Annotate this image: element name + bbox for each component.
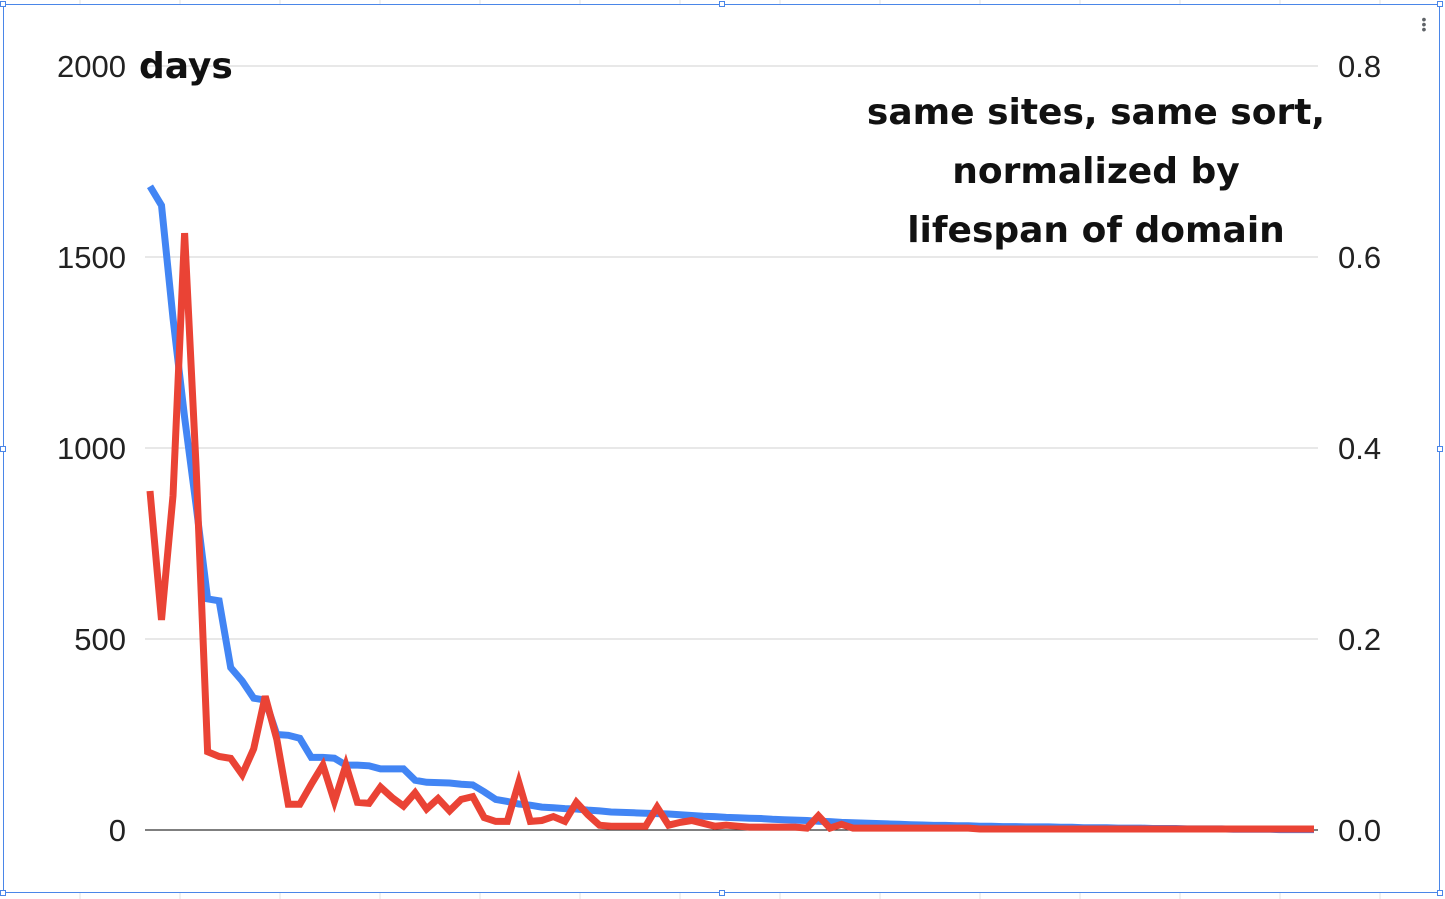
chart-menu-icon[interactable]: • • • [1421,11,1427,37]
left-tick-label: 1000 [57,431,126,466]
gridlines [145,65,1318,640]
right-tick-label: 0.6 [1338,240,1381,275]
resize-handle-bottom-right[interactable] [1437,890,1443,896]
series-layer [146,184,1314,834]
resize-handle-left[interactable] [0,446,6,452]
annotation-line-1: same sites, same sort, [867,92,1325,133]
right-tick-label: 0.4 [1338,431,1381,466]
right-axis-ticks: 0.0 0.2 0.4 0.6 0.8 [1338,49,1381,848]
right-tick-label: 0.0 [1338,813,1381,848]
left-axis-label: days [139,46,233,87]
resize-handle-bottom-left[interactable] [0,890,6,896]
series-line-left-axis [147,184,1314,834]
right-tick-label: 0.2 [1338,622,1381,657]
resize-handle-top-right[interactable] [1437,1,1443,7]
series-line-right-axis [146,232,1314,833]
left-tick-label: 0 [109,813,126,848]
resize-handle-right[interactable] [1437,446,1443,452]
resize-handle-bottom[interactable] [719,890,725,896]
annotation-line-3: lifespan of domain [907,210,1285,251]
left-tick-label: 2000 [57,49,126,84]
right-tick-label: 0.8 [1338,49,1381,84]
left-tick-label: 1500 [57,240,126,275]
left-tick-label: 500 [74,622,126,657]
resize-handle-top[interactable] [719,1,725,7]
annotation-line-2: normalized by [952,151,1240,192]
resize-handle-top-left[interactable] [0,1,6,7]
left-axis-ticks: 0 500 1000 1500 2000 [57,49,126,848]
